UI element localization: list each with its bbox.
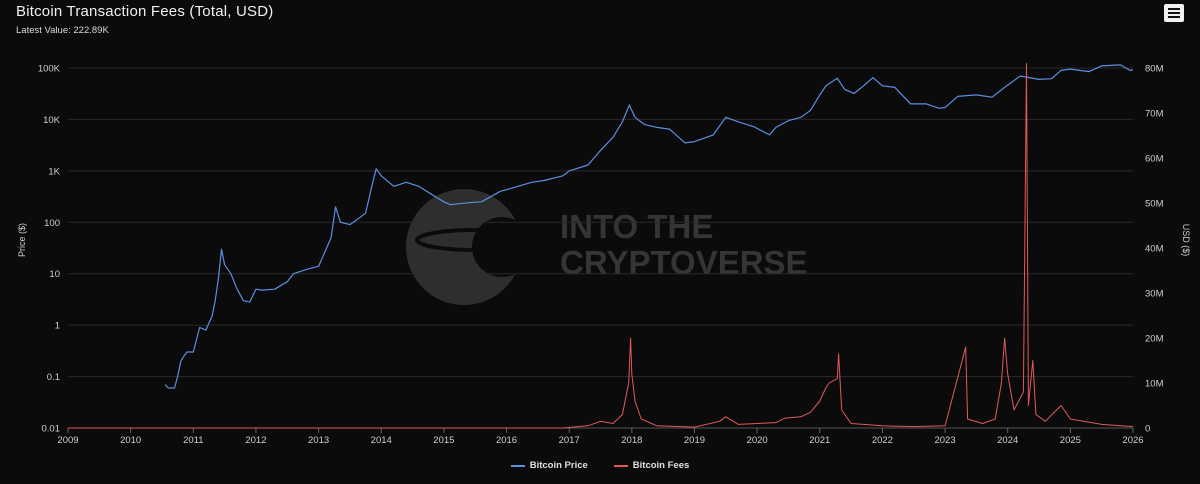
x-tick-label: 2018: [621, 435, 642, 446]
hamburger-icon: [1168, 8, 1180, 10]
watermark-logo-icon: [406, 189, 522, 305]
y-right-tick-label: 80M: [1145, 64, 1164, 75]
y-right-tick-label: 40M: [1145, 244, 1164, 255]
legend-item-price[interactable]: Bitcoin Price: [510, 460, 588, 471]
latest-value-label: Latest Value: 222.89K: [16, 25, 109, 36]
watermark: INTO THE CRYPTOVERSE: [406, 189, 808, 305]
x-tick-label: 2026: [1122, 435, 1143, 446]
y-right-tick-label: 10M: [1145, 379, 1164, 390]
series-group: [68, 63, 1134, 429]
grid-lines: [68, 67, 1133, 429]
y-axis-left-label: Price ($): [17, 223, 27, 257]
y-left-tick-label: 1: [55, 321, 60, 332]
x-tick-label: 2009: [57, 435, 78, 446]
y-right-tick-label: 50M: [1145, 199, 1164, 210]
y-left-tick-label: 100: [44, 218, 60, 229]
x-tick-label: 2014: [371, 435, 392, 446]
x-tick-label: 2013: [308, 435, 329, 446]
x-tick-label: 2024: [997, 435, 1018, 446]
chart-title: Bitcoin Transaction Fees (Total, USD): [16, 3, 274, 20]
x-tick-label: 2016: [496, 435, 517, 446]
left-axis: 0.01 0.1 1 10 100 1K 10K 100K: [38, 64, 61, 435]
y-right-tick-label: 20M: [1145, 334, 1164, 345]
x-tick-label: 2011: [183, 435, 203, 446]
y-right-tick-label: 60M: [1145, 154, 1164, 165]
legend-swatch-fees: [613, 464, 628, 467]
watermark-text-1: INTO THE: [560, 208, 713, 245]
right-axis: 0 10M 20M 30M 40M 50M 60M 70M 80M: [1145, 64, 1164, 435]
x-tick-label: 2010: [120, 435, 141, 446]
y-left-tick-label: 10: [49, 269, 60, 280]
y-left-tick-label: 10K: [43, 115, 61, 126]
x-tick-label: 2015: [433, 435, 454, 446]
x-tick-label: 2012: [245, 435, 266, 446]
fees-series-line: [68, 63, 1134, 429]
watermark-text-2: CRYPTOVERSE: [560, 244, 808, 281]
y-right-tick-label: 0: [1145, 424, 1150, 435]
legend-label-price: Bitcoin Price: [529, 460, 588, 471]
legend-swatch-price: [510, 464, 525, 467]
x-tick-label: 2017: [559, 435, 580, 446]
y-left-tick-label: 0.01: [42, 424, 61, 435]
x-tick-label: 2021: [809, 435, 830, 446]
y-axis-right-label: USD ($): [1181, 224, 1191, 257]
y-right-tick-label: 30M: [1145, 289, 1164, 300]
chart-menu-button[interactable]: [1164, 4, 1184, 22]
y-right-tick-label: 70M: [1145, 109, 1164, 120]
x-tick-label: 2020: [747, 435, 768, 446]
x-tick-label: 2022: [872, 435, 893, 446]
x-tick-label: 2023: [934, 435, 955, 446]
x-axis: 2009 2010 2011 2012 2013 2014 2015 2016 2017 2018…: [57, 428, 1144, 446]
legend-label-fees: Bitcoin Fees: [632, 460, 690, 471]
legend: Bitcoin Price Bitcoin Fees: [0, 460, 1200, 471]
legend-item-fees[interactable]: Bitcoin Fees: [613, 460, 690, 471]
y-left-tick-label: 1K: [48, 166, 60, 177]
price-series-line: [164, 64, 1134, 389]
y-left-tick-label: 100K: [38, 64, 61, 75]
x-tick-label: 2019: [684, 435, 705, 446]
x-tick-label: 2025: [1060, 435, 1081, 446]
y-left-tick-label: 0.1: [47, 372, 60, 383]
